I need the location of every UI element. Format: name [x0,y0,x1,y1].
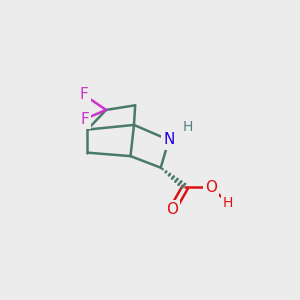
Text: O: O [166,202,178,217]
Text: F: F [80,87,88,102]
Text: O: O [205,180,217,195]
Text: H: H [223,196,233,210]
Text: N: N [163,132,175,147]
Text: F: F [80,112,89,127]
Text: H: H [182,120,193,134]
